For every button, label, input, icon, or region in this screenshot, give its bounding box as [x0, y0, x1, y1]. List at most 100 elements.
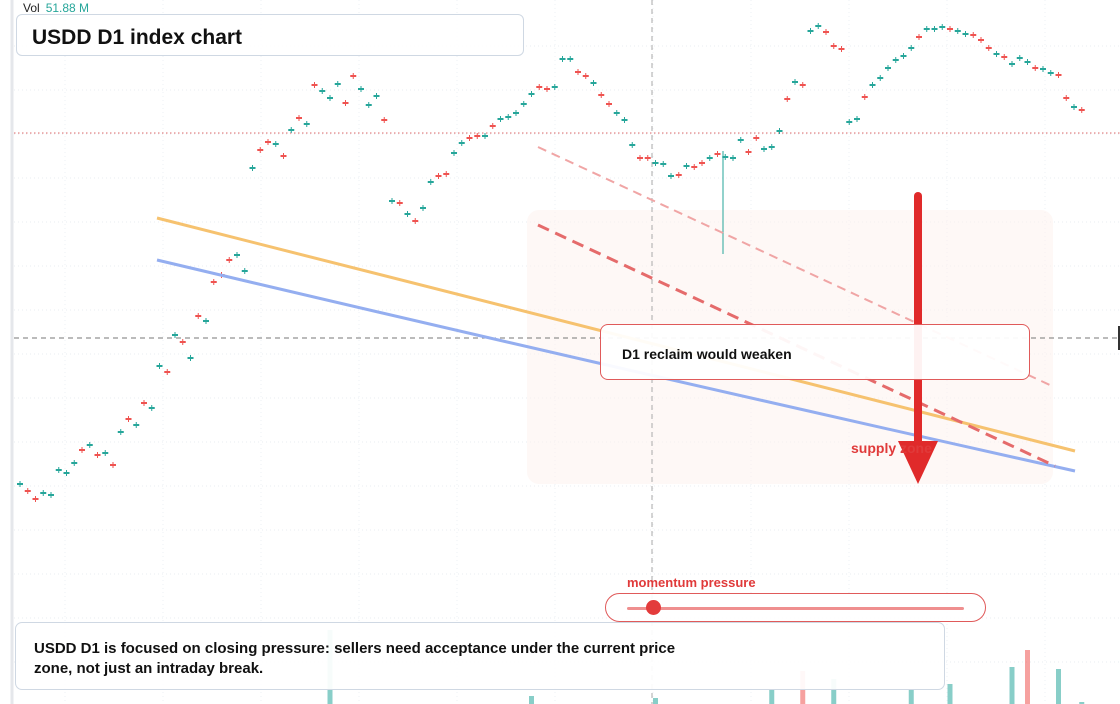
- candle: [396, 202, 403, 204]
- candle: [350, 75, 357, 77]
- volume-value: 51.88 M: [45, 1, 90, 15]
- candle: [1009, 63, 1015, 65]
- volume-bar: [769, 690, 775, 704]
- candle: [1032, 67, 1039, 69]
- candle: [71, 462, 78, 464]
- candle: [241, 270, 248, 272]
- candle: [846, 121, 853, 123]
- candle: [993, 53, 1000, 55]
- candle: [1040, 68, 1046, 70]
- candle: [931, 28, 938, 30]
- candle: [458, 142, 465, 144]
- candle: [869, 84, 876, 86]
- candle: [792, 81, 798, 83]
- candle: [629, 144, 636, 146]
- candle: [985, 47, 992, 49]
- volume-bar: [831, 679, 837, 704]
- candle: [288, 129, 295, 131]
- candle: [133, 424, 140, 426]
- momentum-thumb[interactable]: [646, 600, 662, 615]
- candle: [652, 162, 659, 164]
- candle: [466, 137, 473, 139]
- candlesticks: [17, 23, 1085, 502]
- candle: [885, 67, 891, 69]
- volume-bar: [529, 696, 534, 704]
- volume-bar: [1009, 667, 1015, 704]
- candle: [420, 207, 426, 209]
- chart-title: USDD D1 index chart: [32, 26, 243, 49]
- candle: [102, 452, 109, 454]
- candle: [807, 30, 814, 32]
- candle: [443, 173, 450, 175]
- candle: [55, 469, 62, 471]
- candle: [854, 118, 860, 120]
- candle: [900, 55, 907, 57]
- candle: [435, 175, 442, 177]
- candle: [303, 123, 310, 125]
- candle: [590, 82, 597, 84]
- candle: [489, 125, 496, 127]
- candle: [691, 166, 698, 168]
- candle: [683, 165, 690, 167]
- candle: [156, 365, 163, 367]
- volume-bar: [1079, 702, 1085, 704]
- momentum-slider[interactable]: [605, 593, 986, 622]
- candle: [1071, 106, 1077, 108]
- candle: [730, 157, 736, 159]
- candle: [699, 162, 705, 164]
- candle: [203, 320, 209, 322]
- candle: [311, 84, 318, 86]
- candle: [978, 39, 984, 41]
- candle: [327, 97, 333, 99]
- candle: [714, 153, 721, 155]
- chart-title-box: USDD D1 index chart: [16, 14, 524, 56]
- candle: [32, 498, 39, 500]
- candle: [675, 174, 682, 176]
- candle: [947, 28, 953, 30]
- momentum-track: [627, 607, 964, 610]
- candle: [567, 58, 574, 60]
- candle: [94, 454, 101, 456]
- candle: [389, 200, 395, 202]
- candle: [40, 492, 47, 494]
- volume-bar: [908, 689, 914, 704]
- candle: [582, 75, 589, 77]
- candle: [79, 449, 85, 451]
- candle: [319, 90, 326, 92]
- candle: [86, 444, 93, 446]
- candle: [226, 259, 233, 261]
- candle: [737, 139, 744, 141]
- candle: [544, 88, 550, 90]
- candle: [1063, 97, 1070, 99]
- candle: [768, 146, 775, 148]
- candle: [117, 431, 124, 433]
- candle: [125, 418, 132, 420]
- candle: [761, 148, 767, 150]
- candle: [892, 59, 899, 61]
- candle: [916, 36, 922, 38]
- candle: [745, 151, 752, 153]
- candle: [923, 28, 930, 30]
- candle: [1016, 57, 1023, 59]
- candle: [24, 490, 31, 492]
- momentum-label: momentum pressure: [627, 575, 756, 590]
- candle: [48, 494, 54, 496]
- candle: [861, 96, 868, 98]
- candle: [373, 95, 380, 97]
- candle: [830, 45, 837, 47]
- candle: [551, 86, 558, 88]
- candle: [249, 167, 256, 169]
- candle: [528, 93, 535, 95]
- note-box: USDD D1 is focused on closing pressure: …: [15, 622, 945, 690]
- candle: [1047, 72, 1054, 74]
- candle: [1055, 74, 1062, 76]
- candle: [63, 472, 70, 474]
- candle: [877, 77, 884, 79]
- candle: [575, 71, 581, 73]
- note-text: USDD D1 is focused on closing pressure: …: [34, 640, 676, 677]
- volume-label: Vol: [23, 1, 40, 15]
- candle: [17, 483, 23, 485]
- candle: [939, 26, 946, 28]
- candle: [637, 157, 643, 159]
- candle: [838, 48, 845, 50]
